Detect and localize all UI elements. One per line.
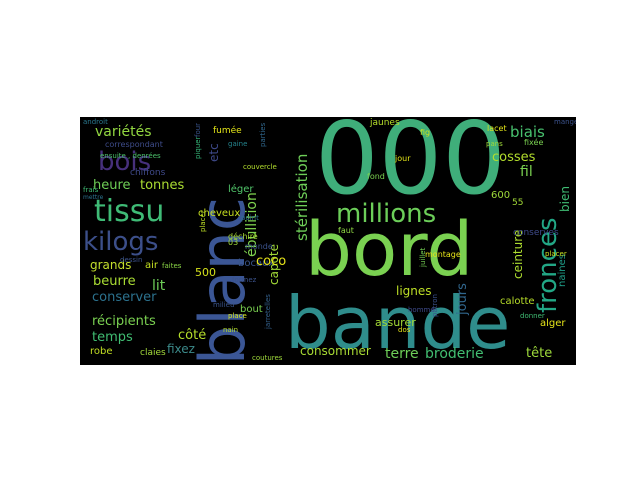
cloud-word: grands — [90, 258, 132, 272]
cloud-word: alger — [540, 318, 566, 329]
cloud-word: lignes — [396, 284, 432, 298]
cloud-word: parties — [259, 122, 267, 147]
cloud-word: bord — [305, 207, 474, 293]
cloud-word: gaine — [228, 140, 248, 148]
cloud-word: frais — [83, 186, 99, 194]
cloud-word: 03 — [228, 238, 239, 247]
cloud-word: montage — [425, 250, 461, 259]
cloud-word: androit — [83, 118, 108, 126]
cloud-word: temps — [92, 330, 133, 345]
cloud-word: tonnes — [140, 178, 185, 193]
cloud-word: coutures — [252, 354, 283, 362]
cloud-word: broderie — [425, 346, 484, 362]
cloud-word: fixez — [167, 342, 195, 356]
cloud-word: faites — [162, 262, 182, 270]
cloud-word: nain — [223, 326, 239, 334]
cloud-word: place — [228, 312, 247, 320]
cloud-word: assurer — [375, 316, 416, 329]
cloud-word: naines — [557, 254, 568, 287]
cloud-word: 600 — [491, 190, 511, 201]
cloud-word: bien — [558, 186, 572, 212]
cloud-word: coco — [256, 254, 287, 269]
cloud-word: cheveux — [198, 208, 241, 219]
cloud-word: claies — [140, 348, 166, 358]
cloud-word: fil — [520, 164, 533, 180]
cloud-word: etc — [207, 143, 221, 162]
cloud-word: point — [241, 214, 259, 222]
cloud-word: calotte — [500, 296, 535, 307]
cloud-word: fumée — [213, 126, 242, 136]
cloud-word: robe — [90, 346, 113, 357]
cloud-word: heure — [93, 178, 131, 193]
cloud-word: bocaux — [238, 258, 275, 269]
cloud-word: léger — [228, 184, 254, 195]
cloud-word: récipients — [92, 314, 156, 329]
cloud-word: 000 — [315, 117, 506, 217]
cloud-word: tissu — [94, 194, 165, 229]
cloud-word: déchiré — [228, 232, 258, 241]
cloud-word: tête — [526, 346, 553, 361]
cloud-word: jarretelles — [264, 294, 272, 329]
cloud-word: homme — [408, 306, 435, 314]
cloud-word: mettre — [83, 194, 104, 201]
cloud-word: faut — [338, 226, 354, 235]
cloud-word: jours — [455, 283, 470, 315]
cloud-word: four — [194, 122, 202, 137]
cloud-word: placer — [545, 250, 567, 258]
cloud-word: couvercle — [243, 163, 277, 171]
cloud-word: conserver — [92, 290, 157, 305]
cloud-word: conserves — [513, 228, 559, 238]
cloud-word: côté — [178, 328, 207, 343]
cloud-word: millions — [336, 199, 437, 229]
cloud-word: monde — [245, 242, 273, 251]
cloud-word: fixée — [524, 138, 544, 147]
cloud-word: stérilisation — [293, 153, 311, 241]
cloud-word: fig — [420, 128, 431, 137]
cloud-word: milieu — [213, 301, 235, 309]
cloud-word: 500 — [195, 266, 216, 279]
cloud-word: bois — [98, 147, 152, 177]
cloud-word: lit — [152, 278, 166, 294]
cloud-word: jaunes — [370, 118, 400, 128]
cloud-word: beurre — [93, 274, 136, 289]
cloud-word: bande — [285, 281, 511, 365]
cloud-word: donner — [520, 312, 545, 320]
cloud-word: juillet — [419, 247, 427, 267]
cloud-word: chiffons — [130, 168, 166, 178]
cloud-word: piquer — [194, 136, 202, 159]
cloud-word: kilogs — [83, 227, 159, 257]
cloud-word: air — [145, 260, 159, 271]
cloud-word: consommer — [300, 344, 371, 358]
cloud-word: pans — [486, 140, 503, 148]
cloud-word: jour — [395, 154, 411, 163]
cloud-word: lacet — [487, 124, 507, 133]
cloud-word: placer — [199, 210, 207, 232]
cloud-word: formez — [232, 276, 257, 284]
cloud-word: patron — [431, 294, 439, 317]
cloud-word: bout — [240, 304, 263, 315]
word-cloud: 000 bord bande blanc tissu millions kilogs bois… — [80, 117, 576, 365]
cloud-word: 55 — [512, 198, 524, 208]
cloud-word: cosses — [492, 150, 536, 165]
cloud-word: correspondant — [105, 140, 163, 149]
cloud-word: variétés — [95, 124, 152, 140]
cloud-word: fond — [367, 172, 385, 181]
cloud-word: biais — [510, 123, 545, 141]
cloud-word: terre — [385, 346, 419, 362]
cloud-word: ensuite , denrées — [100, 152, 161, 160]
cloud-word: mange — [554, 118, 576, 126]
cloud-word: dos — [398, 326, 411, 334]
cloud-word: dessin — [120, 256, 143, 264]
